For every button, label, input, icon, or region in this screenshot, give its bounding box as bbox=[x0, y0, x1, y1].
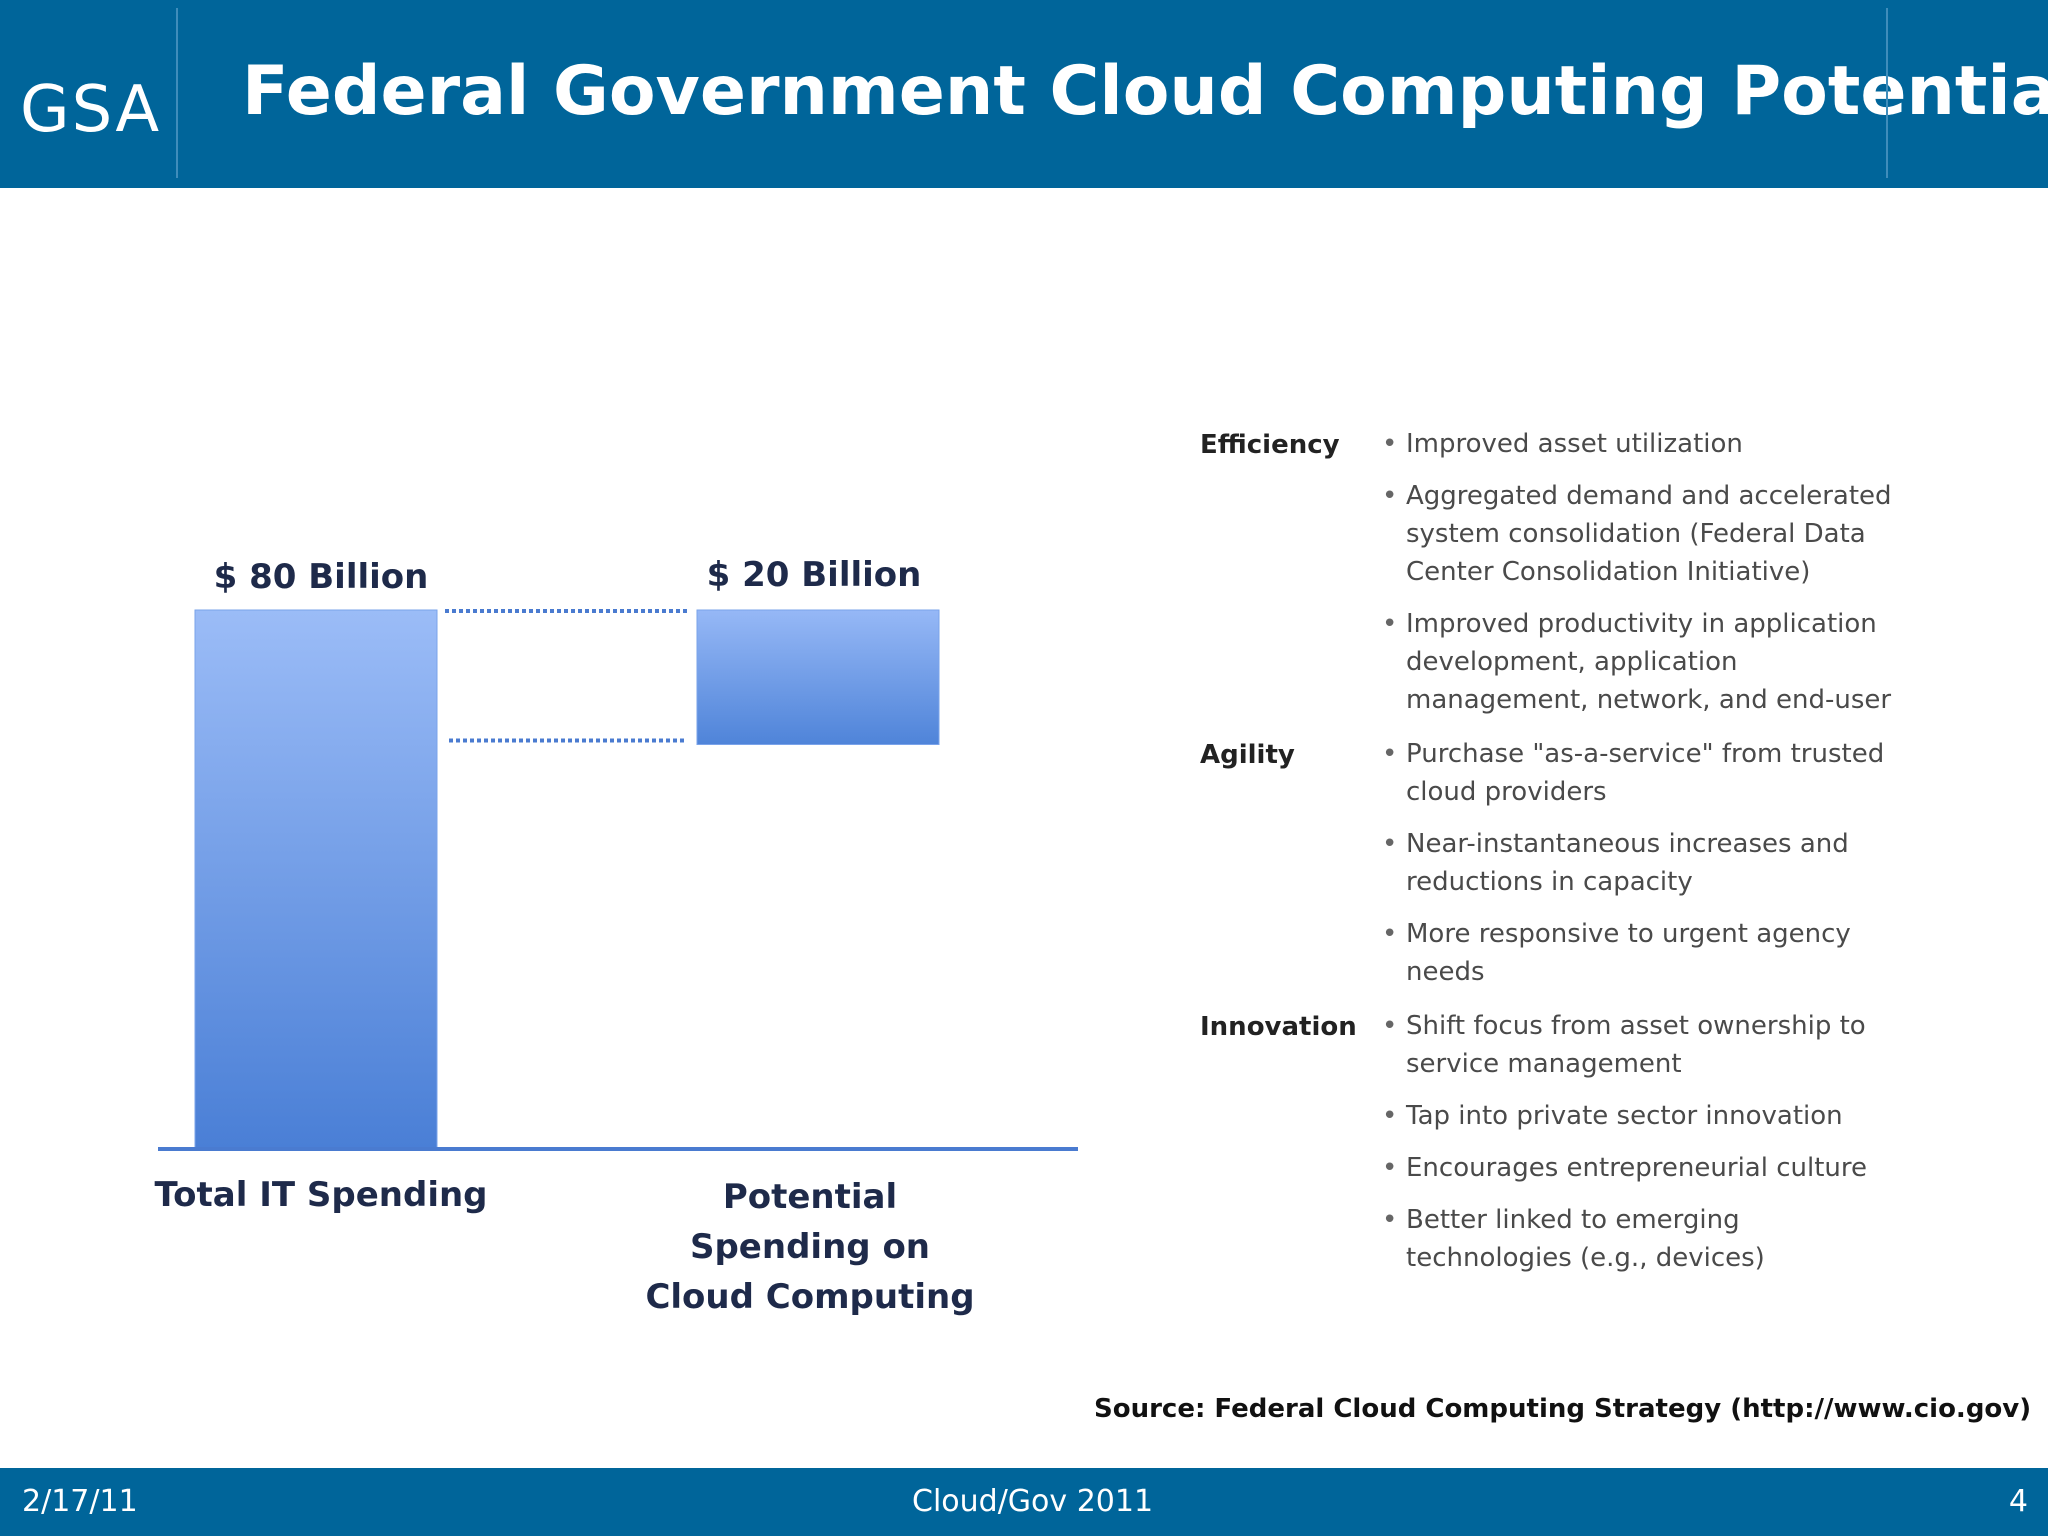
category-label-total-it: Total IT Spending bbox=[154, 1175, 487, 1215]
header-divider-right bbox=[1886, 8, 1888, 178]
benefit-item: Encourages entrepreneurial culture bbox=[1382, 1149, 1900, 1187]
benefit-category-agility: Agility Purchase "as-a-service" from trus… bbox=[1200, 735, 1900, 991]
benefit-item: Purchase "as-a-service" from trusted clo… bbox=[1382, 735, 1900, 811]
header-bar: GSA Federal Government Cloud Computing P… bbox=[0, 0, 2048, 188]
benefit-item: Improved productivity in application dev… bbox=[1382, 605, 1900, 719]
gsa-logo: GSA bbox=[20, 73, 162, 147]
data-label-total-it: $ 80 Billion bbox=[214, 557, 429, 597]
benefit-bullets: Improved asset utilization Aggregated dem… bbox=[1382, 425, 1900, 719]
benefit-bullets: Purchase "as-a-service" from trusted clo… bbox=[1382, 735, 1900, 991]
bar-potential-cloud-spending bbox=[696, 609, 940, 745]
benefit-item: Better linked to emerging technologies (… bbox=[1382, 1201, 1900, 1277]
footer-date: 2/17/11 bbox=[22, 1484, 138, 1519]
benefits-list: Efficiency Improved asset utilization Aggr… bbox=[1200, 425, 1900, 1291]
spending-chart: $ 80 Billion $ 20 Billion Total IT Spendin… bbox=[154, 555, 1078, 1317]
category-label-cloud: Potential Spending on Cloud Computing bbox=[645, 1177, 974, 1317]
footer-page-number: 4 bbox=[2008, 1484, 2028, 1519]
benefit-item: Tap into private sector innovation bbox=[1382, 1097, 1900, 1135]
header-divider-left bbox=[176, 8, 178, 178]
benefit-item: Near-instantaneous increases and reducti… bbox=[1382, 825, 1900, 901]
benefit-item: Improved asset utilization bbox=[1382, 425, 1900, 463]
benefit-bullets: Shift focus from asset ownership to serv… bbox=[1382, 1007, 1900, 1277]
benefit-category-label: Agility bbox=[1200, 740, 1295, 770]
benefit-category-label: Innovation bbox=[1200, 1012, 1357, 1042]
benefit-item: Shift focus from asset ownership to serv… bbox=[1382, 1007, 1900, 1083]
footer-event: Cloud/Gov 2011 bbox=[912, 1484, 1154, 1519]
benefit-item: More responsive to urgent agency needs bbox=[1382, 915, 1900, 991]
bar-total-it-spending bbox=[194, 609, 438, 1149]
benefit-category-innovation: Innovation Shift focus from asset ownersh… bbox=[1200, 1007, 1900, 1277]
data-label-cloud: $ 20 Billion bbox=[707, 555, 922, 595]
benefit-category-efficiency: Efficiency Improved asset utilization Aggr… bbox=[1200, 425, 1900, 719]
footer-bar: 2/17/11 Cloud/Gov 2011 4 bbox=[0, 1468, 2048, 1536]
benefit-category-label: Efficiency bbox=[1200, 430, 1340, 460]
source-citation: Source: Federal Cloud Computing Strategy… bbox=[1094, 1394, 2032, 1424]
benefit-item: Aggregated demand and accelerated system… bbox=[1382, 477, 1900, 591]
page-title: Federal Government Cloud Computing Poten… bbox=[242, 52, 2048, 131]
